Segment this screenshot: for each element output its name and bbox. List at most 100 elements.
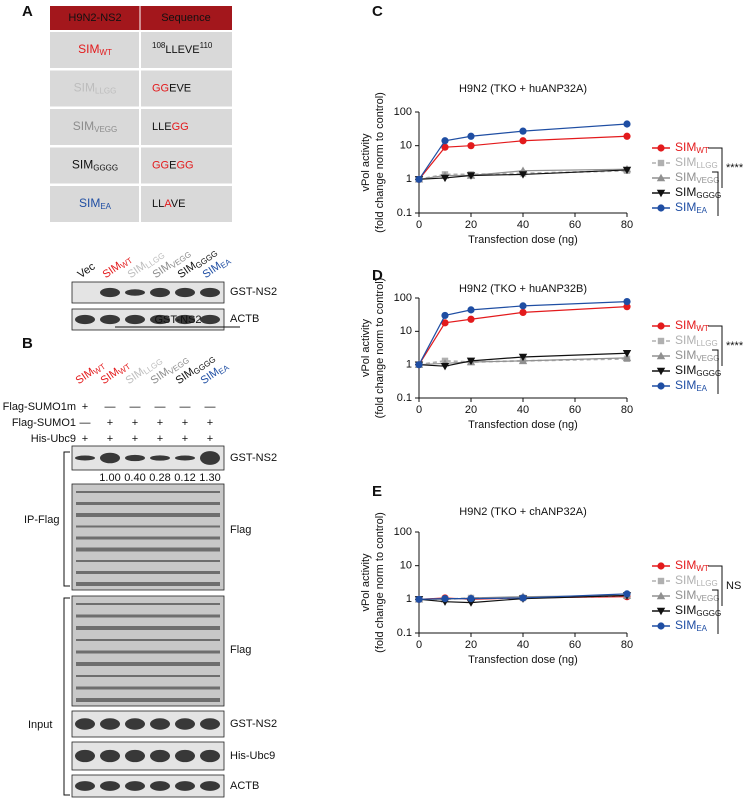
sequence: GGEGG <box>152 159 194 171</box>
sequence-part: GG <box>152 82 169 94</box>
legend-label-part: SIM <box>675 170 696 184</box>
legend-label: SIMGGGG <box>675 603 721 618</box>
blot-band <box>100 718 120 730</box>
marker <box>657 322 665 330</box>
marker <box>656 189 666 198</box>
legend-label-part: VEGG <box>696 354 719 363</box>
legend-label: SIMEA <box>675 618 708 633</box>
sequence-part: GG <box>176 159 193 171</box>
legend-label: SIMWT <box>675 558 709 573</box>
blot-label: GST-NS2 <box>230 718 277 730</box>
sim-name-part: SIM <box>73 119 94 133</box>
sim-name-part: SIM <box>72 158 93 172</box>
blot <box>71 741 225 771</box>
x-tick-label: 20 <box>465 404 477 416</box>
marker <box>467 315 475 323</box>
marker <box>518 171 528 179</box>
legend-label-part: SIM <box>675 155 696 169</box>
significance: **** <box>726 162 744 174</box>
marker <box>441 311 449 320</box>
condition-sign: — <box>180 401 191 413</box>
legend-label-part: SIM <box>675 573 696 587</box>
sim-name-part: EA <box>100 202 111 211</box>
blot-band <box>100 287 120 298</box>
sim-name-part: VEGG <box>94 125 117 134</box>
blot-band <box>150 781 170 791</box>
marker <box>440 174 450 183</box>
blot <box>71 774 225 798</box>
marker <box>415 175 423 183</box>
sequence: LLAVE <box>152 198 185 210</box>
blot-band <box>100 749 120 763</box>
condition-sign: + <box>157 433 163 445</box>
blot-label: Flag <box>230 644 251 656</box>
blot-band <box>125 749 145 763</box>
legend-label-part: EA <box>696 624 707 633</box>
x-tick-label: 20 <box>465 639 477 651</box>
legend-label-part: EA <box>696 206 707 215</box>
blot-band <box>175 314 195 325</box>
marker <box>622 166 632 175</box>
marker <box>519 594 527 602</box>
legend-label-part: SIM <box>675 200 696 214</box>
marker <box>657 159 665 167</box>
blot-band <box>75 781 95 791</box>
marker <box>623 132 631 140</box>
marker <box>519 127 527 135</box>
group-label: GST-NS2 <box>154 314 201 326</box>
sequence: GGEVE <box>152 82 191 94</box>
y-axis-label: (fold change norm to control) <box>374 278 386 419</box>
sim-name-part: WT <box>99 48 112 57</box>
sim-name-part: SIM <box>74 81 95 95</box>
blot-band <box>75 718 95 730</box>
blot <box>71 308 225 331</box>
x-tick-label: 0 <box>416 639 422 651</box>
marker <box>657 622 665 630</box>
y-axis-label: (fold change norm to control) <box>374 512 386 653</box>
lane-label-part: Vec <box>76 260 98 281</box>
blot-band <box>125 289 145 296</box>
blot-band <box>200 451 220 465</box>
chart-title: H9N2 (TKO + huANP32A) <box>459 83 587 95</box>
marker <box>415 361 423 369</box>
blot <box>71 710 225 738</box>
table-header: H9N2-NS2 <box>68 12 121 24</box>
x-axis-label: Transfection dose (ng) <box>468 234 578 246</box>
marker <box>467 306 475 314</box>
blot-label: Flag <box>230 524 251 536</box>
marker <box>441 143 449 151</box>
marker <box>656 591 666 600</box>
condition-label: His-Ubc9 <box>31 433 76 445</box>
panel-letter: C <box>372 3 383 20</box>
blot-band <box>125 454 145 462</box>
sequence-part: EVE <box>169 82 191 94</box>
marker <box>656 351 666 360</box>
bracket <box>708 325 723 366</box>
legend-label-part: SIM <box>675 363 696 377</box>
blot-band <box>175 749 195 763</box>
table-header-bg <box>50 6 232 30</box>
condition-sign: + <box>132 433 138 445</box>
marker <box>519 302 527 310</box>
blot-band <box>125 314 145 325</box>
panel-letter: E <box>372 483 382 500</box>
table-header: Sequence <box>161 12 211 24</box>
sequence: 108LLEVE110 <box>152 41 213 56</box>
marker <box>518 353 528 362</box>
marker <box>656 367 666 376</box>
blot-band <box>75 314 95 325</box>
blot-band <box>200 287 220 298</box>
table-cell <box>50 70 139 107</box>
legend-label: SIMLLGG <box>675 155 718 170</box>
significance: **** <box>726 340 744 352</box>
blot-band <box>150 718 170 730</box>
sequence-part: GG <box>172 121 189 133</box>
blot-band <box>125 718 145 730</box>
condition-sign: — <box>155 401 166 413</box>
x-tick-label: 40 <box>517 404 529 416</box>
sim-name-part: GGGG <box>93 164 118 173</box>
legend-label: SIMVEGG <box>675 588 719 603</box>
chart-title: H9N2 (TKO + chANP32A) <box>459 506 586 518</box>
legend-label: SIMGGGG <box>675 185 721 200</box>
